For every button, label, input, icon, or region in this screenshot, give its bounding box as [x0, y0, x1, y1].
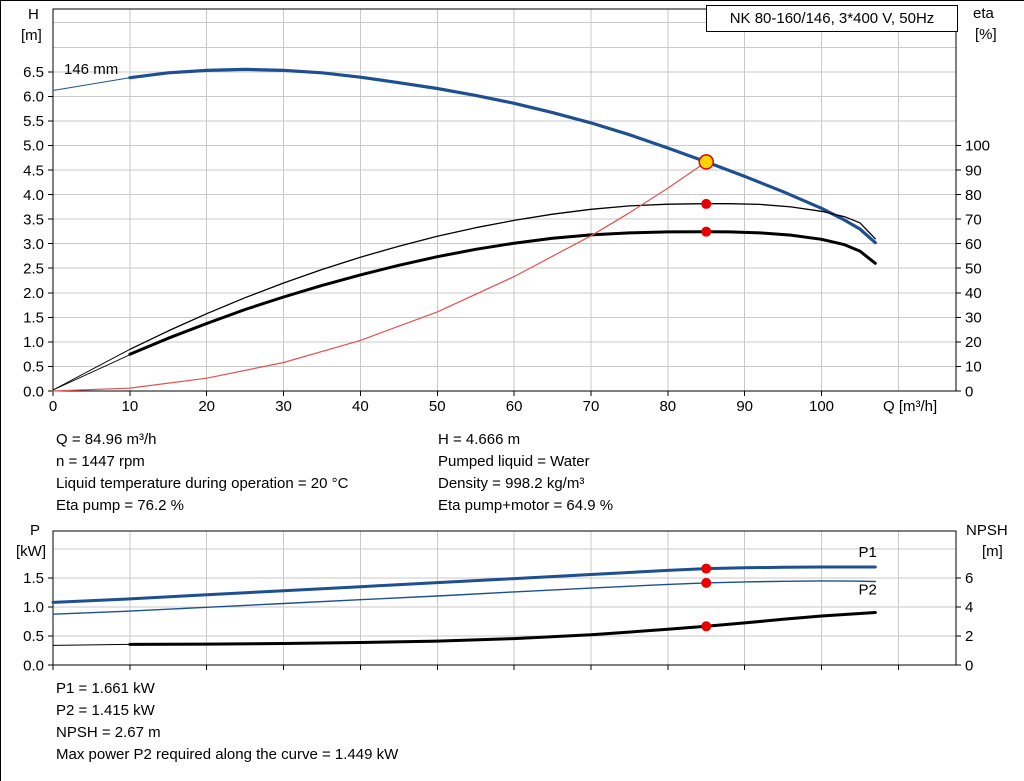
h-axis-unit: [m] [21, 27, 42, 44]
svg-text:60: 60 [506, 398, 523, 415]
info-line: Q = 84.96 m³/h [56, 431, 157, 448]
svg-text:0: 0 [965, 383, 973, 400]
svg-text:70: 70 [583, 398, 600, 415]
svg-text:60: 60 [965, 236, 982, 253]
svg-text:0.5: 0.5 [23, 359, 44, 376]
info-line: Eta pump+motor = 64.9 % [438, 497, 614, 514]
info-line: Liquid temperature during operation = 20… [56, 475, 349, 492]
svg-text:2.0: 2.0 [23, 285, 44, 302]
svg-text:1.0: 1.0 [23, 334, 44, 351]
svg-text:30: 30 [275, 398, 292, 415]
info-line: P1 = 1.661 kW [56, 680, 155, 697]
pump-model-title: NK 80-160/146, 3*400 V, 50Hz [706, 5, 958, 32]
svg-text:80: 80 [659, 398, 676, 415]
info-line: P2 = 1.415 kW [56, 702, 155, 719]
eta-axis-label: eta [973, 5, 994, 22]
svg-text:2: 2 [965, 628, 973, 645]
info-line: Max power P2 required along the curve = … [56, 746, 399, 763]
svg-text:2.5: 2.5 [23, 260, 44, 277]
svg-text:20: 20 [198, 398, 215, 415]
svg-text:6: 6 [965, 570, 973, 587]
info-line: Pumped liquid = Water [438, 453, 590, 470]
svg-text:4.0: 4.0 [23, 187, 44, 204]
power-npsh-data: P1 = 1.661 kW P2 = 1.415 kW NPSH = 2.67 … [56, 678, 398, 766]
p-axis-unit: [kW] [16, 543, 46, 560]
svg-text:6.0: 6.0 [23, 89, 44, 106]
svg-text:P1: P1 [858, 544, 876, 561]
svg-text:3.0: 3.0 [23, 236, 44, 253]
svg-text:20: 20 [965, 334, 982, 351]
svg-text:4.5: 4.5 [23, 162, 44, 179]
svg-text:5.0: 5.0 [23, 138, 44, 155]
svg-text:3.5: 3.5 [23, 211, 44, 228]
h-axis-label: H [28, 6, 39, 23]
operating-data-left: Q = 84.96 m³/h n = 1447 rpm Liquid tempe… [56, 429, 348, 517]
svg-text:50: 50 [965, 260, 982, 277]
impeller-diameter-label: 146 mm [64, 61, 119, 78]
svg-text:6.5: 6.5 [23, 64, 44, 81]
svg-text:10: 10 [122, 398, 139, 415]
svg-text:1.5: 1.5 [23, 570, 44, 587]
svg-text:1.5: 1.5 [23, 310, 44, 327]
svg-text:70: 70 [965, 211, 982, 228]
npsh-axis-unit: [m] [982, 543, 1003, 560]
svg-text:P2: P2 [858, 581, 876, 598]
svg-text:30: 30 [965, 310, 982, 327]
svg-text:5.5: 5.5 [23, 113, 44, 130]
svg-text:1.0: 1.0 [23, 599, 44, 616]
svg-text:10: 10 [965, 359, 982, 376]
p-axis-label: P [30, 522, 41, 539]
info-line: H = 4.666 m [438, 431, 521, 448]
svg-text:40: 40 [352, 398, 369, 415]
svg-text:80: 80 [965, 187, 982, 204]
info-line: Density = 998.2 kg/m³ [438, 475, 585, 492]
svg-text:0.0: 0.0 [23, 657, 44, 674]
svg-text:90: 90 [736, 398, 753, 415]
svg-text:50: 50 [429, 398, 446, 415]
svg-text:0.5: 0.5 [23, 628, 44, 645]
svg-text:100: 100 [965, 138, 990, 155]
svg-text:Q [m³/h]: Q [m³/h] [883, 398, 937, 415]
svg-text:0: 0 [49, 398, 57, 415]
info-line: Eta pump = 76.2 % [56, 497, 184, 514]
svg-text:90: 90 [965, 162, 982, 179]
svg-text:100: 100 [809, 398, 834, 415]
eta-axis-unit: [%] [975, 26, 997, 43]
npsh-axis-label: NPSH [966, 522, 1008, 539]
info-line: NPSH = 2.67 m [56, 724, 161, 741]
svg-text:40: 40 [965, 285, 982, 302]
svg-text:0.0: 0.0 [23, 383, 44, 400]
svg-text:4: 4 [965, 599, 973, 616]
svg-text:0: 0 [965, 657, 973, 674]
operating-data-right: H = 4.666 m Pumped liquid = Water Densit… [438, 429, 613, 517]
info-line: n = 1447 rpm [56, 453, 145, 470]
